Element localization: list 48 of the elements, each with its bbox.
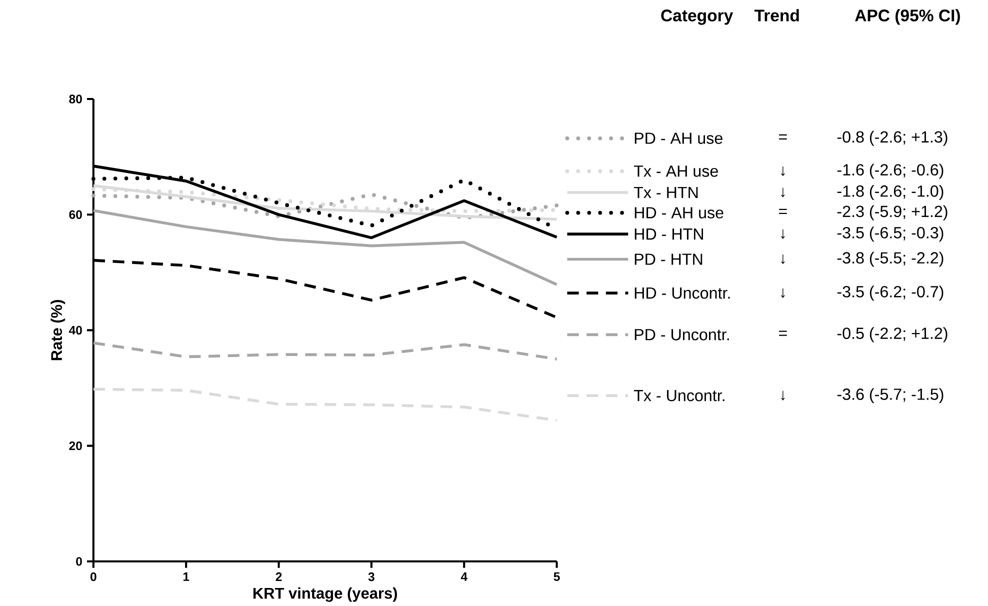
- legend-label: HD - Uncontr.: [634, 287, 730, 299]
- text: ↓: [781, 188, 785, 198]
- x-axis-title: KRT vintage (years): [253, 587, 397, 602]
- text: -3.5 (-6.2; -0.7): [837, 286, 944, 301]
- text: -3.5 (-6.5; -0.3): [837, 226, 944, 242]
- x-tick-label: 2: [276, 572, 282, 581]
- text: Trend: [754, 9, 799, 22]
- text: -2.3 (-5.9; +1.2): [837, 205, 948, 220]
- y-tick-label: 20: [69, 441, 82, 450]
- text: =: [779, 330, 787, 336]
- text: ↓: [781, 254, 785, 264]
- line-series: [92, 184, 558, 221]
- text: APC (95% CI): [855, 9, 960, 25]
- text: ↓: [781, 166, 785, 176]
- legend-label: Tx - HTN: [634, 186, 698, 198]
- y-tick-label: 80: [69, 94, 82, 104]
- line-series: [92, 388, 558, 422]
- x-tick-label: 5: [554, 572, 560, 581]
- y-tick-label: 60: [69, 210, 82, 219]
- text: Category: [661, 9, 734, 25]
- text: -3.8 (-5.5; -2.2): [837, 252, 944, 267]
- text: -0.5 (-2.2; +1.2): [837, 327, 948, 342]
- y-axis-title: Rate (%): [50, 300, 66, 360]
- line-series: [92, 341, 558, 360]
- legend-label: HD - HTN: [634, 228, 703, 240]
- legend-label: PD - Uncontr.: [634, 329, 729, 340]
- text: ↓: [781, 229, 785, 239]
- text: =: [779, 134, 787, 140]
- legend-label: PD - HTN: [634, 254, 702, 265]
- legend-label: HD - AH use: [634, 207, 724, 218]
- text: =: [779, 208, 787, 214]
- x-tick-label: 3: [368, 572, 374, 582]
- x-tick-label: 1: [183, 572, 190, 581]
- y-tick-label: 0: [76, 556, 82, 566]
- text: -3.6 (-5.7; -1.5): [837, 388, 944, 404]
- legend-label: Tx - AH use: [634, 166, 718, 177]
- x-tick-label: 4: [460, 572, 468, 581]
- y-tick-label: 40: [68, 326, 82, 334]
- line-series: [91, 192, 559, 220]
- legend-label: Tx - Uncontr.: [634, 390, 724, 402]
- text: -0.8 (-2.6; +1.3): [837, 130, 948, 146]
- line-series: [92, 209, 558, 286]
- text: ↓: [781, 390, 785, 400]
- x-tick-label: 0: [90, 572, 96, 582]
- text: -1.6 (-2.6; -0.6): [837, 164, 944, 179]
- text: ↓: [781, 288, 785, 298]
- legend-label: PD - AH use: [634, 132, 722, 144]
- text: -1.8 (-2.6; -1.0): [837, 184, 944, 200]
